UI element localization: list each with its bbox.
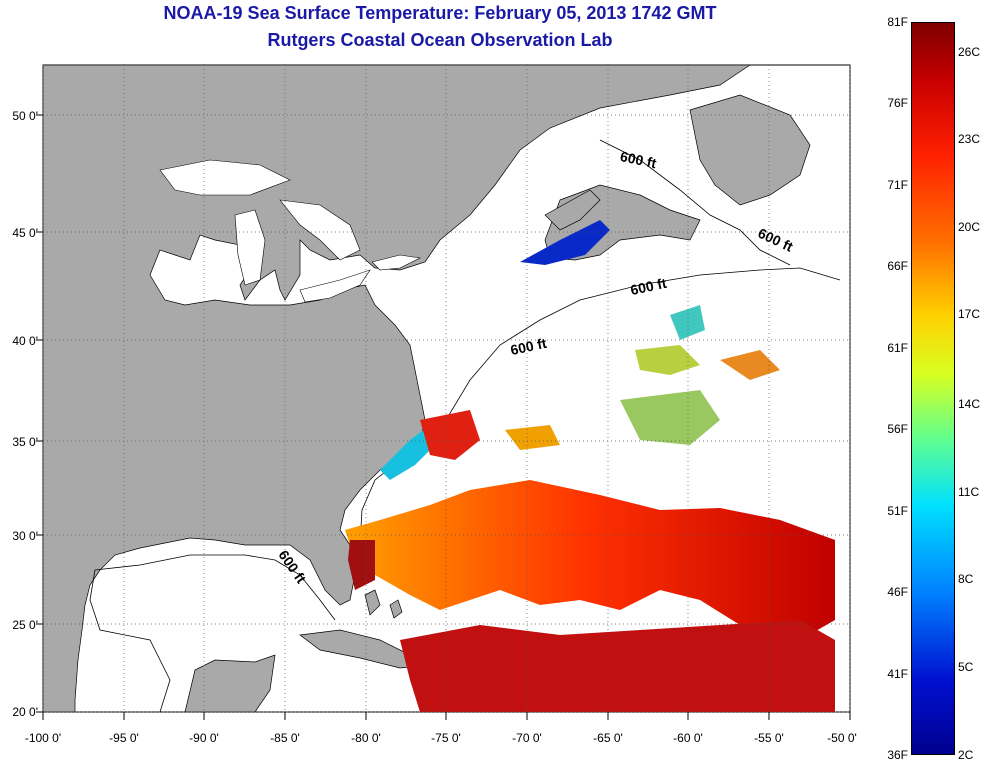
colorbar-c-label: 2C [958, 748, 974, 762]
colorbar-c-label: 11C [958, 485, 980, 499]
colorbar-c-label: 8C [958, 572, 974, 586]
graticule [42, 65, 851, 713]
caribbean-warm [400, 620, 835, 712]
sst-data [345, 220, 835, 712]
lon-label: -55 0' [754, 731, 784, 745]
mid-patch-5 [670, 305, 705, 340]
lon-label: -80 0' [351, 731, 381, 745]
colorbar-f-label: 61F [887, 341, 908, 355]
lon-label: -90 0' [189, 731, 219, 745]
colorbar-f-label: 51F [887, 504, 908, 518]
mid-patch-1 [505, 425, 560, 450]
lon-label: -65 0' [593, 731, 623, 745]
lat-label: 50 0' [12, 109, 38, 123]
coastal-patch [380, 425, 440, 480]
gulfstream-main [345, 480, 835, 640]
colorbar-f-label: 71F [887, 178, 908, 192]
colorbar-f-label: 76F [887, 96, 908, 110]
map-title: NOAA-19 Sea Surface Temperature: Februar… [163, 3, 717, 23]
colorbar-c-label: 23C [958, 132, 981, 146]
contour-label: 600 ft [629, 275, 668, 298]
colorbar-f-label: 56F [887, 422, 908, 436]
lon-label: -75 0' [431, 731, 461, 745]
lon-label: -60 0' [673, 731, 703, 745]
axis-ticks [36, 114, 851, 720]
mid-patch-3 [635, 345, 700, 375]
colorbar-c-label: 17C [958, 307, 981, 321]
colorbar-c-label: 20C [958, 220, 981, 234]
lon-label: -95 0' [109, 731, 139, 745]
contour-label: 600 ft [509, 335, 548, 358]
lat-label: 30 0' [12, 529, 38, 543]
gulfstream-north [420, 410, 480, 460]
colorbar-c-label: 5C [958, 660, 974, 674]
colorbar-f-label: 66F [887, 259, 908, 273]
mid-patch-2 [620, 390, 720, 445]
lat-label: 40 0' [12, 334, 38, 348]
lon-label: -100 0' [24, 731, 62, 745]
mid-patch-4 [720, 350, 780, 380]
map-subtitle: Rutgers Coastal Ocean Observation Lab [267, 30, 613, 50]
lat-label: 45 0' [12, 226, 38, 240]
colorbar-f-label: 46F [887, 585, 908, 599]
florida-strait [348, 540, 375, 590]
colorbar-c-label: 14C [958, 397, 981, 411]
lon-label: -70 0' [512, 731, 542, 745]
cold-patch [520, 220, 610, 265]
contour-600ft [89, 139, 841, 713]
contour-label: 600 ft [619, 148, 658, 171]
great-lakes [159, 159, 421, 303]
lon-label: -85 0' [270, 731, 300, 745]
lat-label: 20 0' [12, 705, 38, 719]
colorbar-f-label: 36F [887, 748, 908, 762]
lat-label: 25 0' [12, 618, 38, 632]
colorbar-c-label: 26C [958, 45, 981, 59]
colorbar [911, 22, 955, 755]
colorbar-f-label: 81F [887, 15, 908, 29]
colorbar-f-label: 41F [887, 667, 908, 681]
lat-label: 35 0' [12, 435, 38, 449]
lon-label: -50 0' [827, 731, 857, 745]
